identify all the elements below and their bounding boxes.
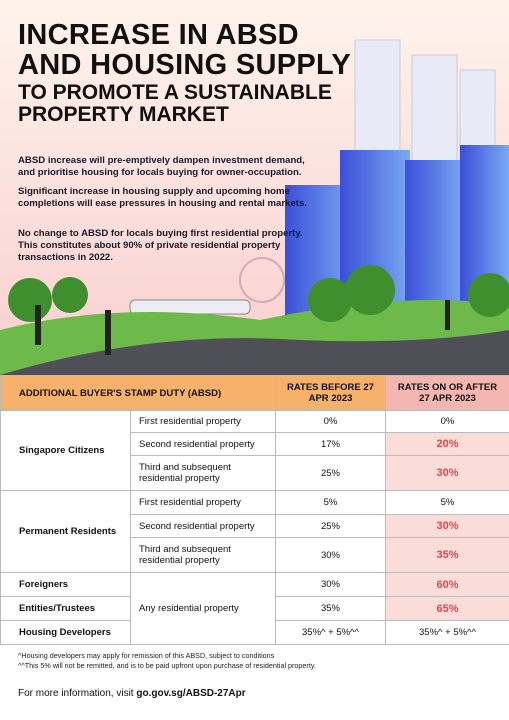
rate-cell: 35%^ + 5%^^	[275, 620, 386, 645]
group-label: Singapore Citizens	[0, 410, 131, 491]
paragraph: No change to ABSD for locals buying firs…	[18, 228, 303, 263]
rate-cell: 60%	[385, 572, 509, 597]
group-label: Permanent Residents	[0, 490, 131, 573]
rate-cell: 30%	[275, 572, 386, 597]
header-cell: ADDITIONAL BUYER'S STAMP DUTY (ABSD)	[0, 375, 276, 411]
header-cell: RATES ON OR AFTER 27 APR 2023	[385, 375, 509, 411]
type-cell: First residential property	[130, 490, 276, 515]
header-cell: RATES BEFORE 27 APR 2023	[275, 375, 386, 411]
rate-cell: 35%	[275, 596, 386, 621]
group-label: Entities/Trustees	[0, 596, 131, 621]
rate-cell: 30%	[385, 514, 509, 538]
rate-cell: 25%	[275, 455, 386, 491]
group-label: Housing Developers	[0, 620, 131, 645]
footer: For more information, visit go.gov.sg/AB…	[18, 688, 246, 699]
rate-cell: 5%	[275, 490, 386, 515]
rate-cell: 65%	[385, 596, 509, 621]
rate-cell: 35%	[385, 537, 509, 573]
paragraph: ABSD increase will pre-emptively dampen …	[18, 155, 305, 178]
subtitle-line: PROPERTY MARKET	[18, 103, 229, 126]
rate-cell: 5%	[385, 490, 509, 515]
type-cell: Second residential property	[130, 514, 276, 538]
rate-cell: 30%	[275, 537, 386, 573]
rate-cell: 25%	[275, 514, 386, 538]
type-cell: Second residential property	[130, 432, 276, 456]
footnote: ^^This 5% will not be remitted, and is t…	[18, 661, 316, 670]
paragraph: Significant increase in housing supply a…	[18, 186, 307, 209]
title-line: INCREASE IN ABSD	[18, 19, 299, 51]
group-label: Foreigners	[0, 572, 131, 597]
rate-cell: 35%^ + 5%^^	[385, 620, 509, 645]
illustration	[0, 0, 509, 375]
footer-text: For more information, visit	[18, 688, 134, 699]
footer-link[interactable]: go.gov.sg/ABSD-27Apr	[136, 688, 246, 699]
rate-cell: 30%	[385, 455, 509, 491]
rate-cell: 20%	[385, 432, 509, 456]
rate-cell: 0%	[275, 410, 386, 433]
type-cell: Third and subsequent residential propert…	[130, 455, 276, 491]
absd-table: ADDITIONAL BUYER'S STAMP DUTY (ABSD) RATE…	[0, 375, 509, 645]
rate-cell: 0%	[385, 410, 509, 433]
rate-cell: 17%	[275, 432, 386, 456]
footnote: ^Housing developers may apply for remiss…	[18, 651, 275, 660]
type-cell: Any residential property	[130, 572, 276, 645]
type-cell: First residential property	[130, 410, 276, 433]
title-line: AND HOUSING SUPPLY	[18, 49, 352, 81]
type-cell: Third and subsequent residential propert…	[130, 537, 276, 573]
subtitle-line: TO PROMOTE A SUSTAINABLE	[18, 81, 332, 104]
